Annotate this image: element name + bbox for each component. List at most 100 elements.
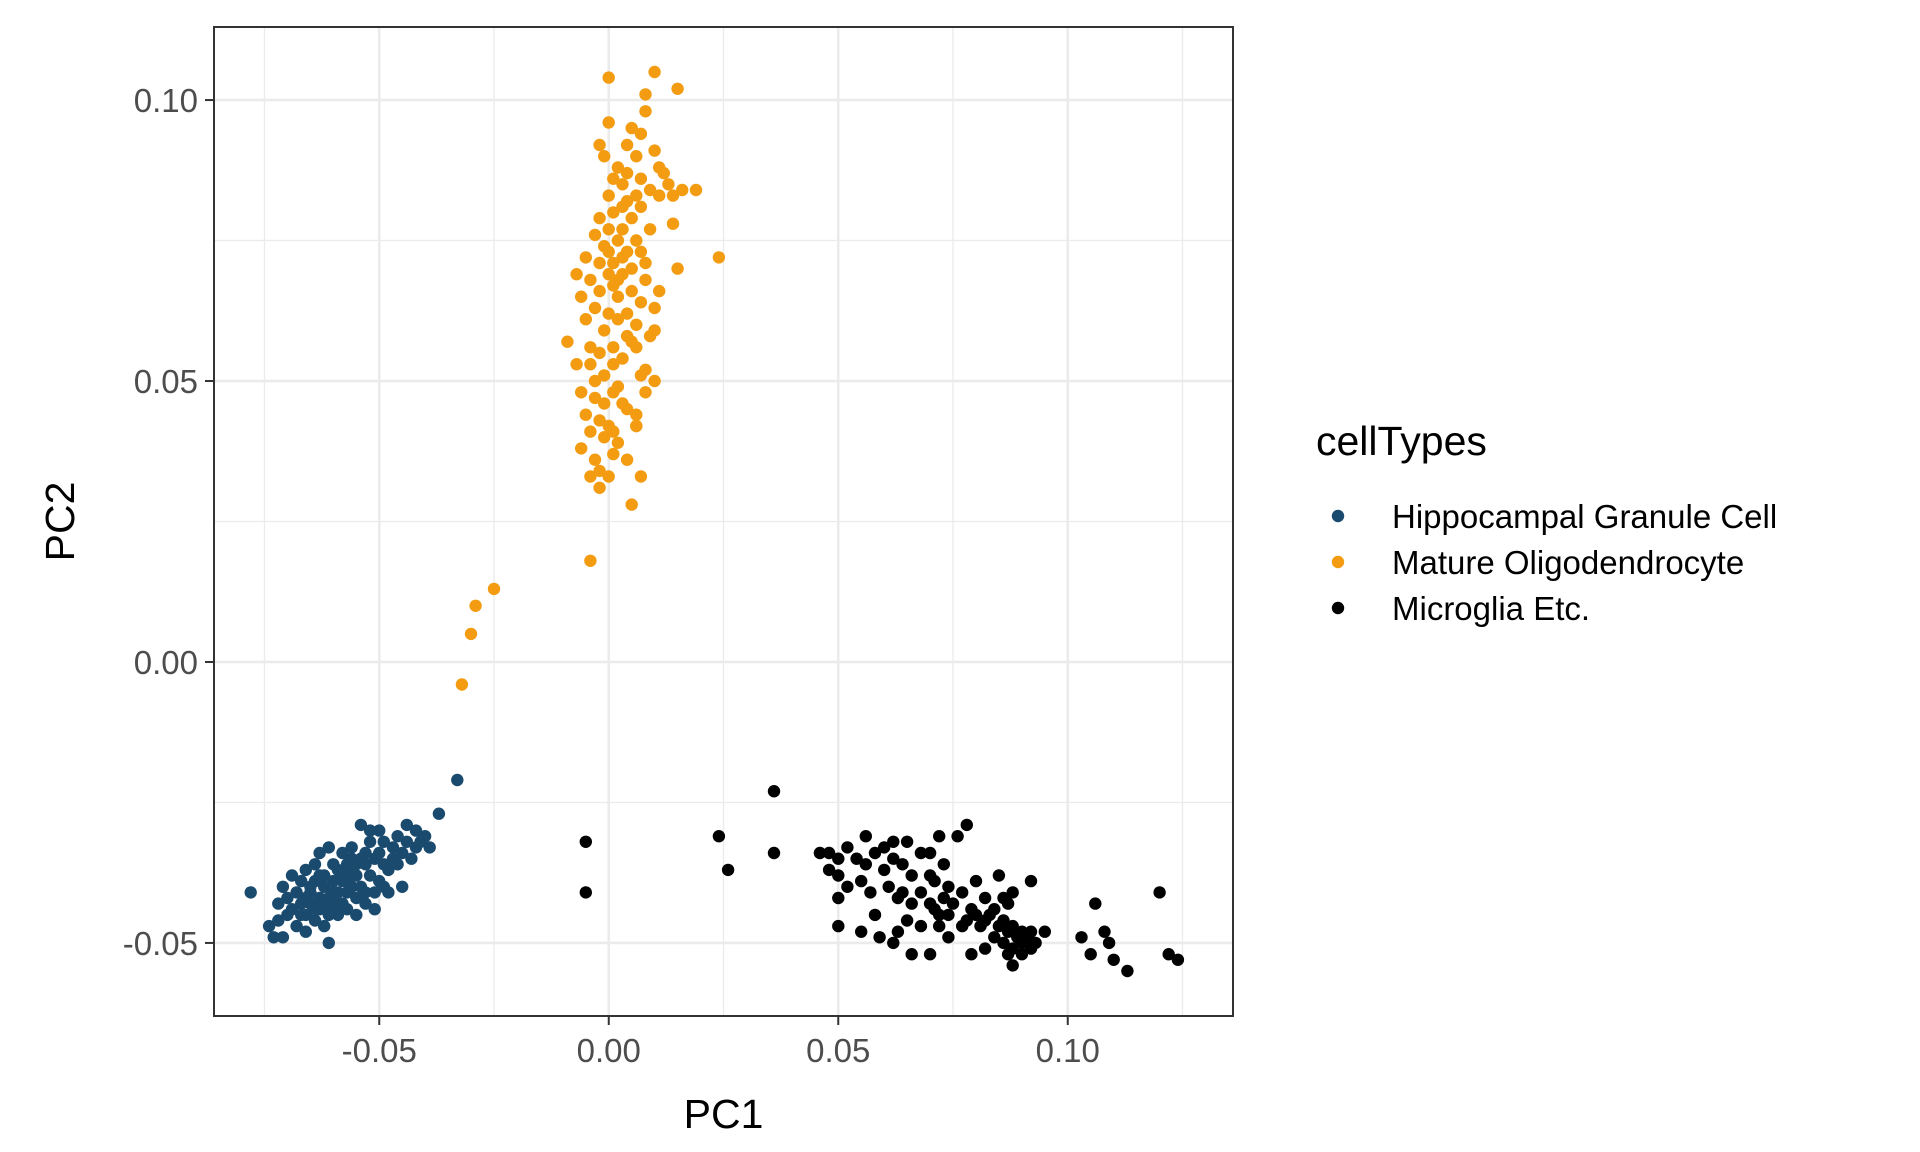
data-point xyxy=(942,880,955,893)
plot-panel xyxy=(213,26,1234,1017)
data-point xyxy=(588,391,602,405)
data-point xyxy=(1107,953,1120,966)
data-point xyxy=(336,869,349,882)
data-point xyxy=(611,234,625,247)
data-point xyxy=(643,329,657,343)
data-point xyxy=(625,284,638,298)
data-point xyxy=(868,846,882,860)
data-point xyxy=(322,841,335,854)
data-point xyxy=(914,886,928,899)
data-point xyxy=(354,818,368,832)
data-point xyxy=(616,178,629,191)
data-point xyxy=(602,470,615,483)
data-point xyxy=(712,830,726,843)
data-point xyxy=(841,841,854,854)
data-point xyxy=(891,925,905,938)
data-point xyxy=(377,835,390,848)
data-point xyxy=(859,858,872,871)
data-point xyxy=(978,891,992,905)
data-point xyxy=(878,841,891,854)
data-point xyxy=(891,891,905,905)
data-point xyxy=(648,144,661,157)
data-point xyxy=(487,582,501,596)
data-point xyxy=(593,211,606,225)
data-point xyxy=(992,919,1006,933)
data-point xyxy=(933,919,946,933)
data-point xyxy=(689,183,703,197)
data-point xyxy=(813,846,827,860)
data-point xyxy=(721,863,735,877)
data-point xyxy=(363,824,377,837)
data-point xyxy=(308,903,322,916)
data-point xyxy=(1162,948,1175,961)
data-point xyxy=(1006,886,1019,899)
data-point xyxy=(598,324,611,337)
data-point xyxy=(639,386,652,399)
data-point xyxy=(588,301,602,315)
data-point xyxy=(588,453,602,466)
data-point xyxy=(625,262,638,275)
data-point xyxy=(956,886,969,899)
data-point xyxy=(923,948,937,961)
data-point xyxy=(611,436,625,449)
data-point xyxy=(304,880,317,893)
data-point xyxy=(946,897,960,910)
data-point xyxy=(607,425,620,438)
legend-label: Mature Oligodendrocyte xyxy=(1392,544,1744,581)
data-point xyxy=(602,223,615,236)
data-point xyxy=(630,189,643,202)
data-point xyxy=(951,830,964,843)
data-point xyxy=(359,897,372,910)
data-point xyxy=(285,903,299,916)
data-point xyxy=(634,296,648,309)
y-tick-label: 0.10 xyxy=(134,82,198,119)
series-points xyxy=(579,785,1185,978)
data-point xyxy=(859,830,872,843)
data-point xyxy=(299,891,312,905)
data-point xyxy=(634,172,648,185)
data-point xyxy=(639,273,652,287)
data-point xyxy=(327,886,340,899)
data-point xyxy=(657,166,670,180)
data-point xyxy=(625,211,638,225)
data-point xyxy=(602,268,615,281)
gridlines xyxy=(214,27,1233,1016)
data-point xyxy=(616,251,629,264)
data-point xyxy=(423,841,436,854)
data-point xyxy=(864,886,877,899)
data-point xyxy=(887,835,900,848)
data-point xyxy=(666,189,680,202)
legend-items: Hippocampal Granule Cell Mature Oligodend… xyxy=(1331,498,1777,627)
data-point xyxy=(267,931,280,944)
data-point xyxy=(409,824,423,837)
data-point xyxy=(561,335,574,348)
data-point xyxy=(588,374,602,388)
data-point xyxy=(1015,936,1029,950)
legend-key xyxy=(1331,601,1345,615)
data-point xyxy=(1098,925,1111,938)
data-point xyxy=(331,908,345,922)
data-point xyxy=(928,874,941,888)
legend-key xyxy=(1331,555,1345,569)
data-point xyxy=(634,369,648,382)
data-point xyxy=(611,290,625,303)
data-point xyxy=(299,863,312,877)
data-point xyxy=(905,948,918,961)
x-axis-title: PC1 xyxy=(684,1091,764,1137)
data-point xyxy=(418,830,432,843)
data-point xyxy=(584,341,597,354)
data-point xyxy=(868,908,882,922)
data-point xyxy=(1084,948,1097,961)
data-point xyxy=(391,858,404,871)
x-tick-label: 0.05 xyxy=(806,1032,870,1069)
data-point xyxy=(350,908,363,922)
data-point xyxy=(914,846,928,860)
data-point xyxy=(285,869,299,882)
data-point xyxy=(598,431,611,444)
data-point xyxy=(850,852,863,865)
data-point xyxy=(588,228,602,242)
data-point xyxy=(832,852,845,865)
data-point xyxy=(620,402,634,416)
data-point xyxy=(905,869,918,882)
data-point xyxy=(767,785,781,798)
